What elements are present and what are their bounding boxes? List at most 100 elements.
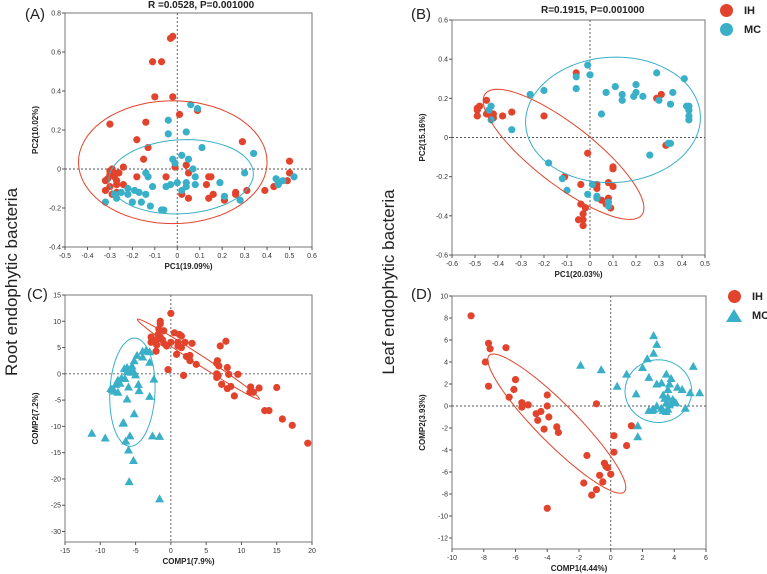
data-point-ih [101,177,110,185]
data-point-ih [596,471,604,479]
circle-marker-icon [726,289,742,305]
data-point-mc [148,431,158,440]
data-point-ih [234,370,242,378]
data-point-ih [169,32,177,41]
data-point-mc [602,88,610,97]
data-point-ih [188,339,196,347]
data-point-mc [119,364,129,373]
data-point-mc [145,391,155,400]
data-point-mc [508,126,516,134]
x-axis-label: COMP1(7.9%) [162,557,214,566]
y-tick-label: 0.4 [438,57,448,64]
data-point-mc [250,149,258,157]
data-point-mc [612,381,622,390]
data-point-ih [222,337,230,345]
panel-label-c: (C) [27,286,48,303]
data-point-ih [177,343,186,352]
x-tick-label: -0.3 [104,253,116,260]
data-point-ih [153,341,161,349]
x-tick-label: -4 [544,555,550,562]
data-point-ih [223,363,231,372]
y-tick-label: -20 [51,476,61,483]
legend-label: IH [752,290,763,303]
x-tick-label: 0.1 [195,253,205,260]
data-point-ih [581,204,590,212]
data-point-ih [152,347,160,355]
x-tick-label: -10 [447,555,457,562]
y-axis-label: COMP2(3.93%) [418,394,427,451]
legend-bottom: IH MC [726,287,767,325]
data-point-ih [151,93,159,101]
data-point-mc [178,151,186,159]
data-point-mc [666,139,675,147]
legend-item-mc: MC [726,306,767,325]
y-tick-label: 0.2 [438,96,448,103]
data-point-mc [113,387,123,396]
data-point-ih [186,357,194,365]
data-point-ih [473,112,481,120]
data-point-mc [631,389,641,398]
data-point-ih [553,423,561,431]
data-point-ih [499,112,507,120]
y-tick-label: 2 [444,382,448,389]
y-tick-label: -4 [442,448,448,455]
data-point-ih [508,108,516,116]
data-point-mc [646,151,654,159]
data-point-mc [526,90,534,99]
y-tick-label: 8 [444,316,448,323]
data-point-ih [169,93,177,101]
data-point-ih [243,186,251,195]
data-point-mc [191,181,199,189]
data-point-ih [186,351,194,360]
data-point-mc [604,202,613,210]
x-axis-label: COMP1(4.44%) [551,564,608,573]
y-tick-label: -0.4 [436,213,448,220]
x-tick-label: 0.2 [217,253,227,260]
data-point-ih [177,332,186,340]
data-point-ih [524,401,532,409]
data-point-ih [599,478,607,486]
y-axis-label: PC2(10.02%) [31,106,40,154]
data-point-mc [593,192,601,200]
data-point-ih [106,120,114,128]
data-point-ih [119,163,127,171]
x-tick-label: -0.1 [149,253,161,260]
x-tick-label: -8 [481,555,487,562]
y-tick-label: -0.2 [49,206,61,213]
data-point-mc [572,73,580,81]
panel-label-b: (B) [411,6,431,23]
data-point-mc [138,352,148,361]
data-point-ih [167,309,175,317]
confidence-ellipse-mc [624,359,693,424]
stat-text-a: R =0.0528, P=0.001000 [148,0,255,11]
data-point-mc [597,110,606,118]
confidence-ellipse-mc [109,337,156,447]
x-tick-label: 0.4 [677,261,687,268]
data-point-mc [563,186,571,194]
confidence-ellipse-mc [108,139,254,215]
data-point-ih [278,415,286,423]
x-tick-label: -0.5 [469,261,481,268]
data-point-mc [669,88,677,97]
data-point-ih [167,338,175,346]
data-point-mc [113,194,121,202]
data-point-mc [173,179,181,187]
data-point-mc [182,128,190,136]
x-tick-label: 0.5 [700,261,710,268]
data-point-mc [241,169,249,177]
x-tick-label: 0.3 [654,261,664,268]
y-tick-label: -15 [51,450,61,457]
data-point-mc [171,159,179,167]
data-point-ih [215,362,223,370]
x-tick-label: 2 [641,555,645,562]
data-point-ih [592,400,601,408]
plot-frame [64,294,313,543]
data-point-mc [485,106,493,114]
data-point-mc [618,90,626,99]
data-point-ih [288,421,296,429]
data-point-ih [657,90,665,99]
data-point-ih [148,58,157,66]
data-point-ih [580,479,588,487]
data-point-mc [134,386,144,395]
data-point-mc [145,357,155,366]
